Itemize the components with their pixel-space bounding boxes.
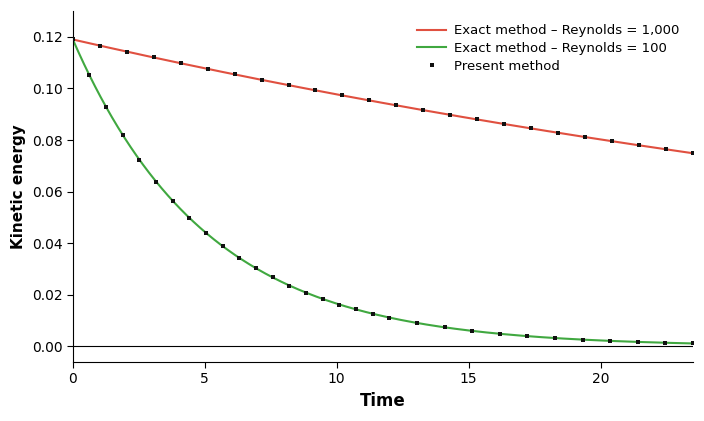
Exact method – Reynolds = 1,000 (689, 151, 697, 156)
Present method (311, 88, 320, 93)
Present method (689, 151, 697, 156)
Present method (96, 43, 104, 48)
Exact method – Reynolds = 100 (552, 336, 560, 341)
Line: Exact method – Reynolds = 1,000: Exact method – Reynolds = 1,000 (73, 40, 693, 153)
Present method (500, 122, 508, 127)
Exact method – Reynolds = 1,000 (341, 93, 350, 99)
Present method (608, 139, 616, 144)
Exact method – Reynolds = 100 (563, 336, 572, 341)
Present method (177, 61, 185, 66)
Present method (284, 83, 293, 88)
Line: Present method: Present method (70, 37, 695, 155)
Exact method – Reynolds = 100 (132, 152, 140, 157)
Present method (662, 147, 670, 152)
Present method (473, 117, 482, 122)
Present method (338, 93, 346, 98)
Present method (365, 98, 374, 103)
Present method (230, 72, 239, 77)
Present method (203, 67, 212, 72)
Y-axis label: Kinetic energy: Kinetic energy (11, 124, 26, 249)
Exact method – Reynolds = 1,000 (563, 132, 572, 137)
Present method (527, 126, 535, 131)
Line: Exact method – Reynolds = 100: Exact method – Reynolds = 100 (73, 40, 693, 344)
Present method (419, 108, 427, 113)
Exact method – Reynolds = 100 (494, 331, 503, 336)
Exact method – Reynolds = 1,000 (552, 130, 560, 135)
Exact method – Reynolds = 100 (341, 304, 350, 309)
Present method (122, 49, 131, 54)
Present method (554, 130, 562, 135)
Present method (446, 112, 455, 117)
Present method (581, 135, 589, 140)
Exact method – Reynolds = 1,000 (494, 120, 503, 125)
Present method (635, 143, 643, 148)
Exact method – Reynolds = 100 (68, 37, 77, 42)
Present method (149, 55, 158, 60)
X-axis label: Time: Time (360, 392, 406, 410)
Legend: Exact method – Reynolds = 1,000, Exact method – Reynolds = 100, Present method: Exact method – Reynolds = 1,000, Exact m… (410, 18, 686, 79)
Present method (68, 37, 77, 42)
Present method (392, 103, 401, 108)
Exact method – Reynolds = 100 (320, 297, 328, 302)
Exact method – Reynolds = 1,000 (132, 51, 140, 56)
Present method (258, 77, 266, 83)
Exact method – Reynolds = 100 (689, 341, 697, 346)
Exact method – Reynolds = 1,000 (68, 37, 77, 42)
Exact method – Reynolds = 1,000 (320, 89, 328, 94)
